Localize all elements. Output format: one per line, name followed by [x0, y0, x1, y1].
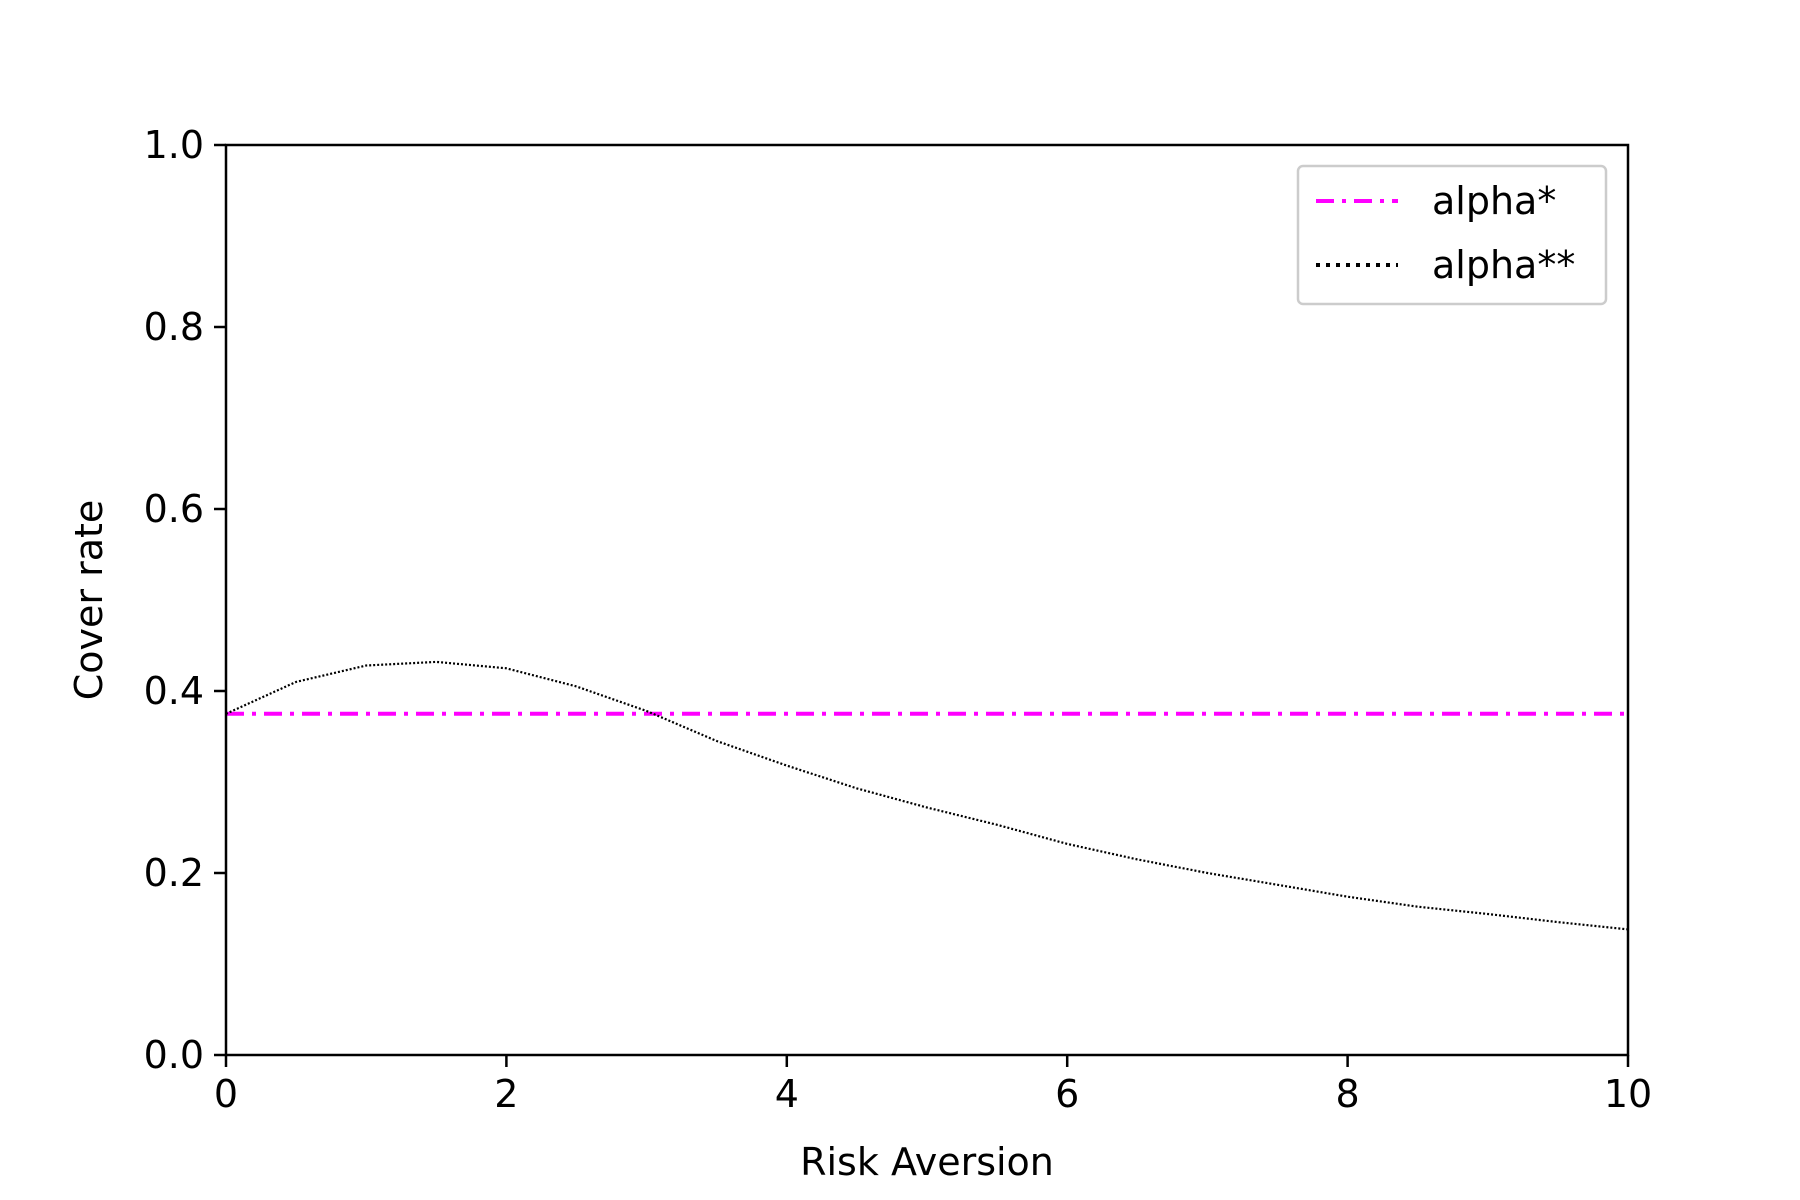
- legend-frame: [1296, 164, 1608, 306]
- x-tick-label: 8: [1336, 1072, 1360, 1116]
- x-tick-label: 2: [494, 1072, 518, 1116]
- series-line-alpha-double-star: [225, 660, 1629, 931]
- x-axis-ticks: 0 2 4 6 8 10: [214, 1055, 1652, 1116]
- y-axis-ticks: 0.0 0.2 0.4 0.6 0.8 1.0: [144, 123, 226, 1077]
- y-tick-label: 0.4: [144, 669, 204, 713]
- x-tick-label: 10: [1604, 1072, 1652, 1116]
- y-tick-label: 0.0: [144, 1033, 204, 1077]
- y-tick-label: 0.2: [144, 851, 204, 895]
- plot-area-frame: [224, 143, 1630, 1057]
- x-axis-label: Risk Aversion: [800, 1140, 1054, 1184]
- x-tick-label: 0: [214, 1072, 238, 1116]
- y-tick-label: 0.8: [144, 305, 204, 349]
- y-axis-label: Cover rate: [67, 500, 111, 701]
- legend-label-alpha-star: alpha*: [1432, 179, 1556, 223]
- y-tick-label: 0.6: [144, 487, 204, 531]
- x-tick-label: 4: [775, 1072, 799, 1116]
- legend-label-alpha-double-star: alpha**: [1432, 243, 1575, 287]
- x-tick-label: 6: [1055, 1072, 1079, 1116]
- series-layer: [225, 660, 1629, 931]
- legend: alpha* alpha**: [1296, 164, 1608, 306]
- y-tick-label: 1.0: [144, 123, 204, 167]
